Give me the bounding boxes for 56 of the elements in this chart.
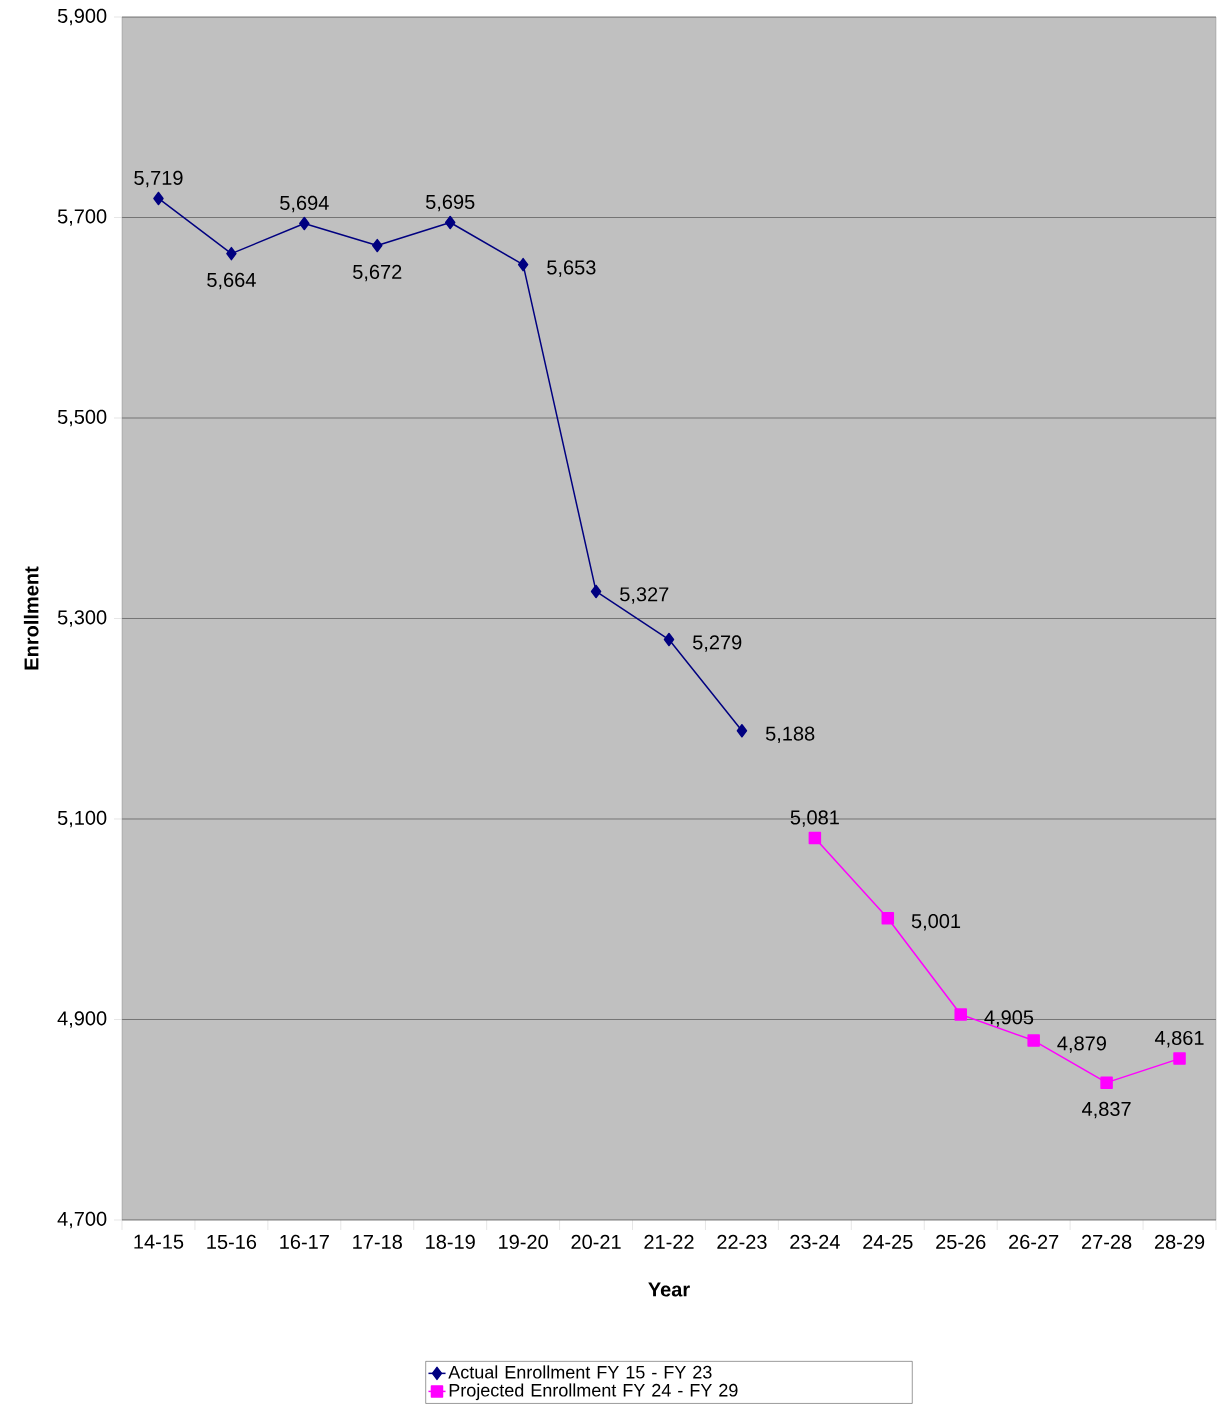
x-tick-label: 14-15	[134, 1234, 184, 1249]
data-label: 5,081	[790, 810, 839, 827]
x-axis-title: Year	[648, 1282, 690, 1297]
x-tick-label: 17-18	[353, 1234, 402, 1250]
point	[590, 584, 602, 599]
point	[299, 216, 310, 231]
data-label: 5,664	[207, 272, 256, 290]
y-tick-label: 5,700	[57, 209, 107, 226]
point	[881, 911, 895, 925]
x-tick-label: 23-24	[790, 1234, 840, 1250]
point	[1100, 1076, 1113, 1089]
data-label: 5,672	[353, 264, 402, 282]
x-tick-label: 26-27	[1009, 1234, 1059, 1250]
point	[663, 632, 675, 647]
data-label: 4,837	[1082, 1101, 1131, 1119]
x-tick-label: 16-17	[280, 1234, 329, 1250]
x-tick-label: 27-28	[1082, 1234, 1132, 1250]
x-tick-label: 22-23	[717, 1234, 767, 1250]
point	[954, 1008, 967, 1021]
y-tick-label: 5,900	[57, 8, 107, 26]
data-label: 4,861	[1154, 1030, 1204, 1048]
y-tick-label: 5,300	[57, 610, 107, 627]
x-tick-label: 28-29	[1154, 1234, 1205, 1250]
legend-label: Actual Enrollment FY 15 - FY 23	[448, 1365, 712, 1379]
data-label: 5,188	[765, 726, 815, 744]
x-tick-label: 25-26	[936, 1234, 986, 1250]
y-tick-label: 4,700	[57, 1211, 107, 1229]
data-label: 5,653	[547, 260, 596, 277]
data-label: 5,327	[620, 587, 669, 604]
x-tick-label: 24-25	[863, 1234, 913, 1250]
point	[226, 246, 237, 261]
data-label: 4,879	[1057, 1036, 1106, 1053]
point	[736, 724, 748, 738]
data-label: 4,905	[984, 1010, 1034, 1027]
data-label: 5,694	[280, 195, 329, 213]
point	[444, 215, 456, 230]
x-tick-label: 15-16	[207, 1234, 257, 1250]
data-label: 5,001	[911, 913, 961, 931]
data-label: 5,695	[425, 194, 475, 212]
x-tick-label: 21-22	[644, 1234, 694, 1249]
point	[808, 831, 822, 845]
point	[1027, 1034, 1040, 1047]
data-label: 5,719	[134, 170, 183, 188]
point	[1173, 1052, 1186, 1065]
point	[153, 191, 164, 206]
y-tick-label: 4,900	[57, 1011, 107, 1028]
x-tick-label: 19-20	[499, 1234, 548, 1250]
data-label: 5,279	[692, 635, 742, 652]
point	[517, 257, 529, 272]
legend-label: Projected Enrollment FY 24 - FY 29	[449, 1383, 738, 1401]
y-axis-title: Enrollment	[23, 566, 39, 670]
x-tick-label: 20-21	[571, 1234, 621, 1250]
y-tick-label: 5,500	[57, 409, 107, 427]
y-tick-label: 5,100	[57, 810, 107, 828]
x-tick-label: 18-19	[426, 1234, 475, 1250]
point	[372, 238, 383, 253]
